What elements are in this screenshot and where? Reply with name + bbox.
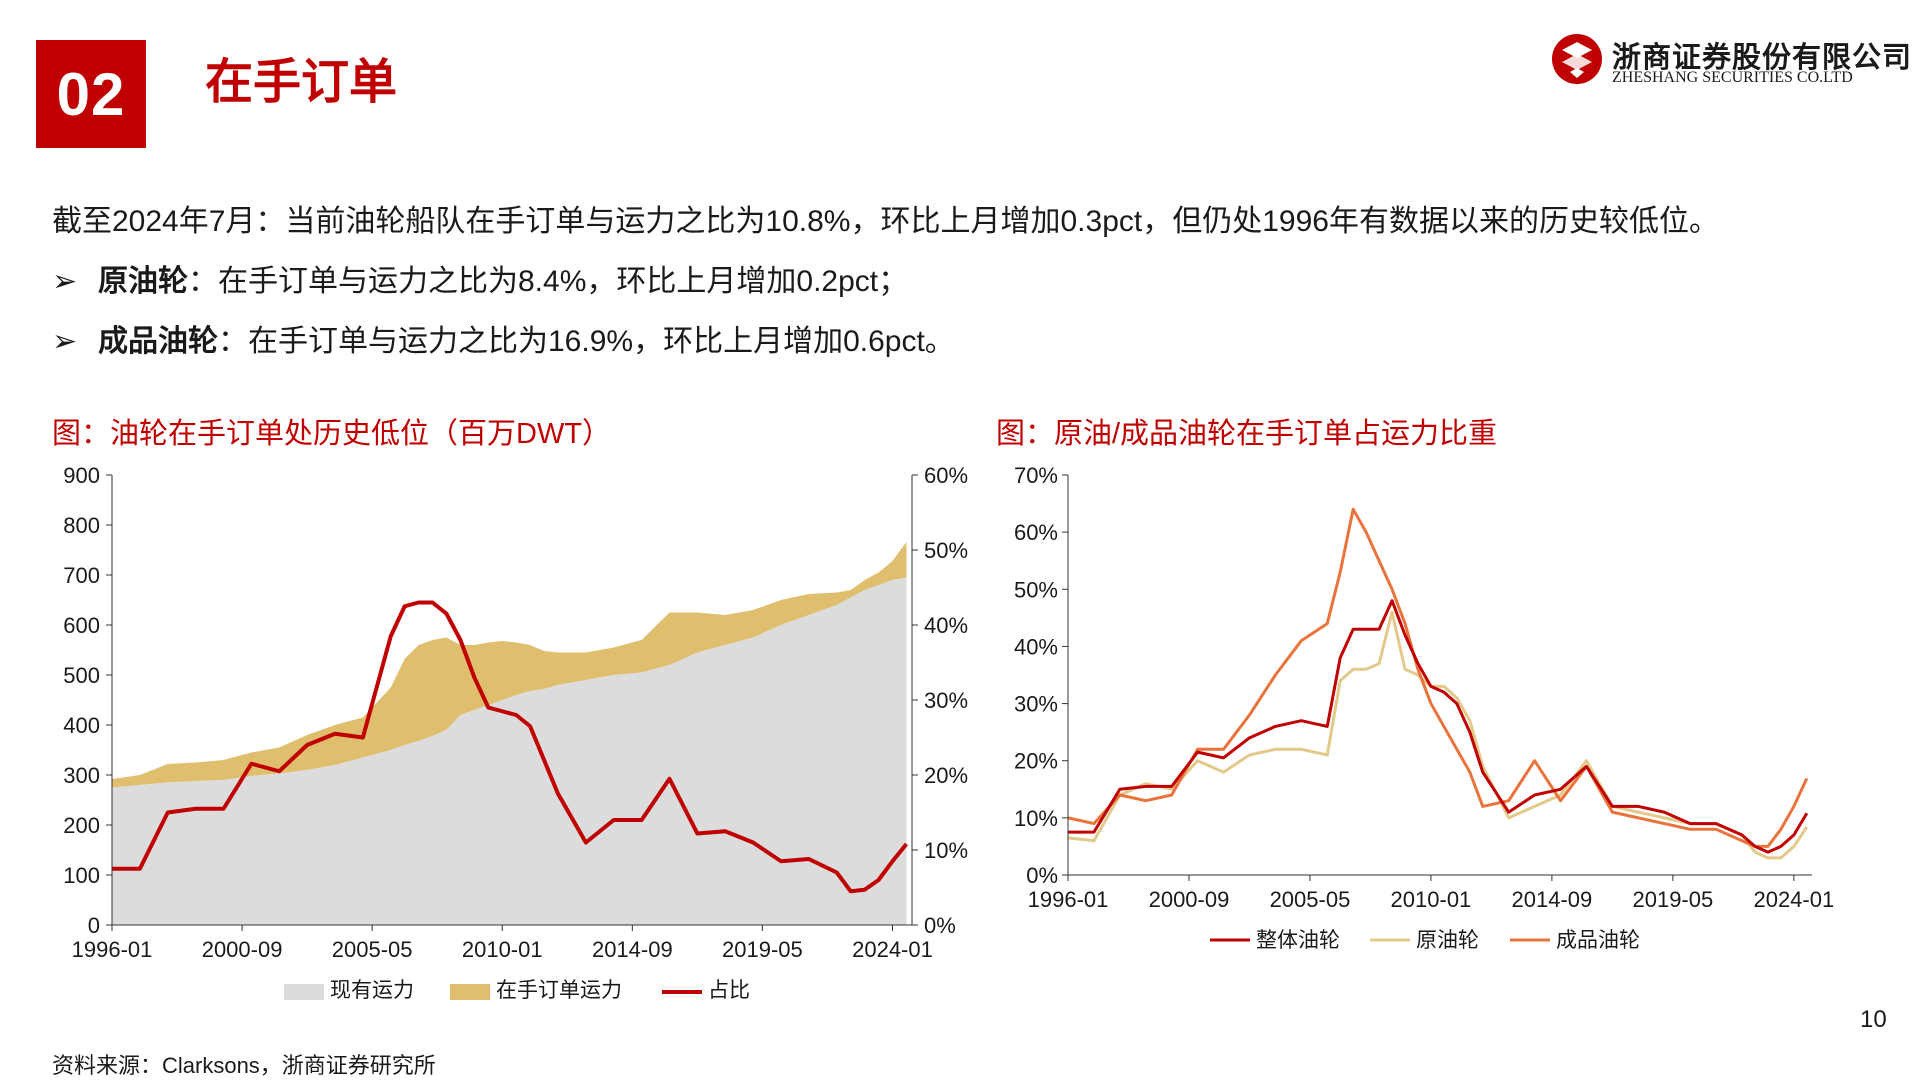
y-right-tick-label: 30% — [924, 688, 968, 713]
y-tick-label: 70% — [1014, 463, 1058, 488]
legend-swatch-orderbook — [450, 984, 490, 1000]
bullet-text: ：在手订单与运力之比为16.9%，环比上月增加0.6pct。 — [218, 325, 955, 358]
bullet-text: ：在手订单与运力之比为8.4%，环比上月增加0.2pct； — [188, 265, 909, 298]
right-chart-title: 图：原油/成品油轮在手订单占运力比重 — [996, 418, 1498, 450]
legend-label-orderbook: 在手订单运力 — [496, 979, 622, 1002]
crude-ratio-line — [1067, 610, 1809, 860]
y-tick-label: 400 — [63, 713, 100, 738]
orderbook-ratio-line-chart: 70% 60% 50% 40% 30% 20% 10% 0%1996-01 2000-09 200… — [1014, 463, 1834, 952]
x-tick-label: 2000-09 — [1149, 887, 1230, 912]
x-tick-label: 2024-01 — [1753, 887, 1834, 912]
overall-ratio-line — [1068, 599, 1809, 854]
y-tick-label: 30% — [1014, 692, 1058, 717]
y-tick-label: 100 — [63, 863, 100, 888]
bullet-label: 成品油轮 — [98, 325, 218, 358]
orderbook-area-chart: 900 800 700 600 500 400 300 200 100 0 60% 50% 40% 30%… — [63, 463, 968, 1002]
y-tick-label: 60% — [1014, 520, 1058, 545]
x-tick-label: 2019-05 — [722, 937, 803, 962]
legend-swatch-fleet — [284, 984, 324, 1000]
x-tick-label: 2019-05 — [1632, 887, 1713, 912]
y-tick-label: 500 — [63, 663, 100, 688]
left-chart-title: 图：油轮在手订单处历史低位（百万DWT） — [52, 418, 612, 450]
x-tick-label: 2014-09 — [1512, 887, 1593, 912]
x-tick-label: 2010-01 — [462, 937, 543, 962]
fleet-capacity-area — [112, 577, 907, 925]
x-tick-label: 2014-09 — [592, 937, 673, 962]
x-tick-label: 2005-05 — [332, 937, 413, 962]
y-tick-label: 700 — [63, 563, 100, 588]
y-tick-label: 200 — [63, 813, 100, 838]
ratio-line — [112, 600, 908, 894]
legend-label-ratio: 占比 — [708, 979, 750, 1002]
y-right-tick-label: 40% — [924, 613, 968, 638]
company-logo: 浙商证券股份有限公司 ZHESHANG SECURITIES CO.LTD — [1550, 32, 1911, 94]
y-tick-label: 900 — [63, 463, 100, 488]
source-note: 资料来源：Clarksons，浙商证券研究所 — [52, 1053, 436, 1078]
y-right-tick-label: 60% — [924, 463, 968, 488]
y-tick-label: 300 — [63, 763, 100, 788]
legend-label: 成品油轮 — [1556, 929, 1640, 952]
y-right-tick-label: 50% — [924, 538, 968, 563]
legend-label: 整体油轮 — [1256, 929, 1340, 952]
y-tick-label: 0% — [1026, 863, 1058, 888]
y-right-tick-label: 10% — [924, 838, 968, 863]
bullet-arrow-icon: ➢ — [52, 265, 78, 298]
legend-label: 原油轮 — [1416, 929, 1479, 952]
y-tick-label: 50% — [1014, 577, 1058, 602]
y-tick-label: 10% — [1014, 806, 1058, 831]
bullet-product: ➢ 成品油轮：在手订单与运力之比为16.9%，环比上月增加0.6pct。 — [52, 316, 955, 360]
x-tick-label: 2010-01 — [1391, 887, 1472, 912]
x-tick-label: 2005-05 — [1270, 887, 1351, 912]
product-ratio-line — [1067, 507, 1809, 848]
x-tick-label: 1996-01 — [72, 937, 153, 962]
y-tick-label: 0 — [88, 913, 100, 938]
y-tick-label: 600 — [63, 613, 100, 638]
y-tick-label: 40% — [1014, 634, 1058, 659]
logo-name-cn: 浙商证券股份有限公司 — [1612, 42, 1913, 74]
zheshang-logo-icon — [1552, 34, 1602, 84]
logo-name-en: ZHESHANG SECURITIES CO.LTD — [1612, 69, 1853, 86]
section-title: 在手订单 — [205, 56, 398, 109]
orderbook-area-band — [112, 542, 907, 788]
x-tick-label: 1996-01 — [1028, 887, 1109, 912]
summary-text: 截至2024年7月：当前油轮船队在手订单与运力之比为10.8%，环比上月增加0.… — [52, 205, 1719, 238]
bullet-crude: ➢ 原油轮：在手订单与运力之比为8.4%，环比上月增加0.2pct； — [52, 256, 908, 300]
bullet-arrow-icon: ➢ — [52, 325, 78, 358]
page-number: 10 — [1860, 1006, 1887, 1033]
y-tick-label: 20% — [1014, 749, 1058, 774]
x-tick-label: 2024-01 — [852, 937, 933, 962]
y-right-tick-label: 20% — [924, 763, 968, 788]
section-number-badge: 02 — [36, 40, 146, 148]
legend-label-fleet: 现有运力 — [330, 979, 414, 1002]
y-right-tick-label: 0% — [924, 913, 956, 938]
x-tick-label: 2000-09 — [202, 937, 283, 962]
bullet-label: 原油轮 — [98, 265, 188, 298]
y-tick-label: 800 — [63, 513, 100, 538]
